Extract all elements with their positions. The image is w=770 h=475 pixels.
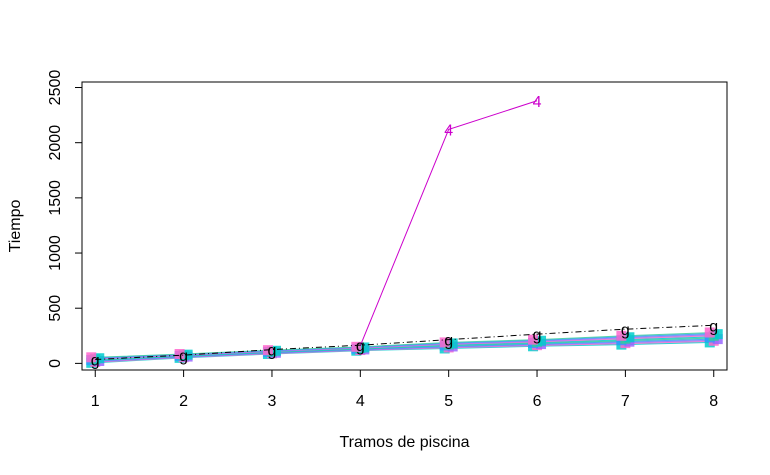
band-marker bbox=[528, 334, 539, 345]
x-tick-label: 1 bbox=[91, 393, 100, 410]
band-marker bbox=[94, 353, 105, 364]
point-label-g: g bbox=[179, 348, 188, 365]
x-tick-label: 8 bbox=[709, 393, 718, 410]
point-labels: 4 4 g g g g g g g g bbox=[91, 94, 718, 370]
series-line-4 bbox=[359, 100, 538, 346]
x-tick-label: 2 bbox=[179, 393, 188, 410]
y-tick-label: 2500 bbox=[47, 70, 64, 106]
band-marker bbox=[351, 341, 362, 352]
y-tick-label: 0 bbox=[47, 359, 64, 368]
band-marker bbox=[704, 327, 715, 338]
point-label-4: 4 bbox=[444, 122, 453, 139]
y-tick-label: 2000 bbox=[47, 125, 64, 161]
y-axis-title: Tiempo bbox=[7, 200, 24, 253]
point-label-g: g bbox=[444, 333, 453, 350]
band-marker bbox=[86, 352, 97, 363]
band-marker bbox=[174, 349, 185, 359]
y-tick-label: 1000 bbox=[47, 235, 64, 271]
y-tick-label: 500 bbox=[47, 295, 64, 322]
x-tick-label: 5 bbox=[444, 393, 453, 410]
band-marker bbox=[439, 337, 450, 348]
point-label-g: g bbox=[621, 322, 630, 339]
point-label-4: 4 bbox=[533, 94, 542, 111]
background-series-band bbox=[86, 327, 723, 368]
band-marker bbox=[624, 332, 635, 343]
band-marker bbox=[447, 338, 458, 349]
band-marker bbox=[536, 335, 547, 346]
y-tick-label: 1500 bbox=[47, 180, 64, 216]
x-tick-label: 6 bbox=[533, 393, 542, 410]
x-tick-label: 7 bbox=[621, 393, 630, 410]
series-layer bbox=[95, 100, 714, 361]
band-marker bbox=[616, 330, 627, 341]
band-marker bbox=[270, 345, 281, 356]
band-marker bbox=[712, 329, 723, 340]
point-label-g: g bbox=[709, 318, 718, 335]
plot-frame bbox=[81, 81, 728, 371]
band-line bbox=[95, 331, 714, 358]
x-tick-label: 4 bbox=[356, 393, 365, 410]
point-label-g: g bbox=[533, 327, 542, 344]
point-label-g: g bbox=[268, 343, 277, 360]
x-axis-title: Tramos de piscina bbox=[339, 434, 469, 451]
series-line-g bbox=[95, 324, 714, 361]
band-marker bbox=[359, 342, 370, 353]
point-label-g: g bbox=[91, 353, 100, 370]
y-axis: 0 500 1000 1500 2000 2500 bbox=[47, 70, 83, 368]
x-axis: 1 2 3 4 5 6 7 8 bbox=[91, 369, 718, 410]
x-tick-label: 3 bbox=[268, 393, 277, 410]
point-label-g: g bbox=[356, 338, 365, 355]
